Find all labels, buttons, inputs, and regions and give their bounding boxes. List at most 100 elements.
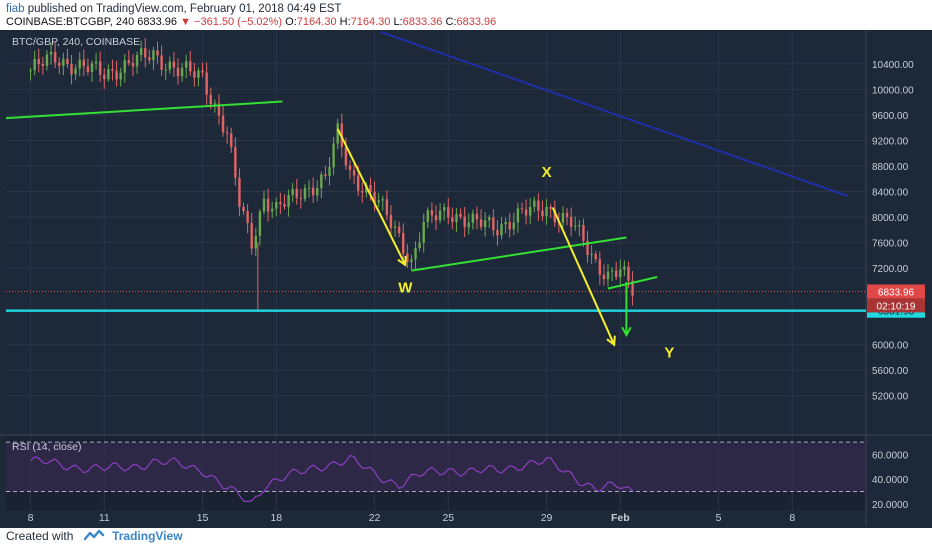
candle-body bbox=[594, 254, 597, 260]
wave-label-y: Y bbox=[664, 344, 674, 361]
candle-body bbox=[508, 222, 511, 230]
candle-body bbox=[442, 207, 446, 211]
candle-body bbox=[29, 70, 32, 72]
candle-body bbox=[475, 213, 479, 220]
candle-body bbox=[393, 226, 397, 228]
candle-body bbox=[430, 210, 434, 216]
candle-body bbox=[348, 165, 352, 171]
green-trendline-2 bbox=[411, 236, 627, 272]
candle-body bbox=[488, 217, 491, 221]
candle-body bbox=[160, 55, 163, 70]
candle-body bbox=[467, 222, 470, 228]
green-trendline-1 bbox=[5, 100, 283, 120]
x-tick-label: 15 bbox=[197, 512, 209, 524]
candle-body bbox=[307, 187, 311, 189]
yellow-arrow-2-head bbox=[606, 335, 616, 347]
y-tick-label: 9200.00 bbox=[872, 136, 909, 147]
x-tick-label: 11 bbox=[99, 512, 110, 524]
green-arrow-head bbox=[621, 326, 632, 338]
candle-body bbox=[610, 270, 614, 272]
candle-body bbox=[479, 219, 483, 228]
candle-body bbox=[168, 61, 172, 70]
candle-body bbox=[561, 212, 565, 223]
price-chart[interactable]: 10400.0010000.009600.009200.008800.00840… bbox=[0, 30, 932, 528]
candle-body bbox=[590, 254, 593, 256]
candle-body bbox=[303, 187, 307, 199]
candle-body bbox=[234, 147, 237, 178]
candle-body bbox=[537, 200, 540, 211]
candle-body bbox=[602, 274, 606, 280]
rsi-label: RSI (14, close) bbox=[12, 441, 81, 453]
blue-trendline bbox=[380, 31, 848, 197]
candle-body bbox=[545, 206, 548, 217]
chart-title: BTC/GBP, 240, COINBASE bbox=[12, 36, 140, 48]
candle-body bbox=[623, 266, 626, 270]
candle-body bbox=[103, 74, 106, 80]
candle-body bbox=[492, 217, 495, 231]
candle-body bbox=[385, 199, 389, 215]
candle-body bbox=[582, 224, 585, 241]
price-badge-label: 6833.96 bbox=[878, 287, 915, 298]
y-tick-label: 8800.00 bbox=[872, 162, 909, 173]
candle-body bbox=[62, 58, 65, 66]
high-value: 7164.30 bbox=[350, 16, 391, 28]
candle-body bbox=[569, 216, 573, 227]
candle-body bbox=[447, 207, 450, 218]
candle-body bbox=[614, 270, 618, 278]
footer: Created with TradingView bbox=[6, 529, 183, 544]
candle-body bbox=[500, 224, 503, 236]
candle-body bbox=[238, 177, 241, 207]
candle-body bbox=[107, 69, 110, 80]
candle-body bbox=[361, 190, 364, 193]
candle-body bbox=[516, 208, 520, 223]
x-tick-label: 8 bbox=[28, 512, 34, 524]
symbol-label: COINBASE:BTCGBP, 240 bbox=[6, 16, 135, 28]
candle-body bbox=[152, 50, 155, 61]
candle-body bbox=[270, 208, 274, 212]
candle-body bbox=[344, 147, 348, 166]
y-tick-label: 6000.00 bbox=[872, 341, 909, 352]
candle-body bbox=[258, 211, 262, 236]
candle-body bbox=[53, 51, 57, 63]
candle-body bbox=[434, 215, 438, 221]
candle-body bbox=[451, 217, 454, 223]
candle-body bbox=[574, 226, 577, 228]
x-tick-label: 18 bbox=[270, 512, 282, 524]
rsi-tick-label: 40.0000 bbox=[872, 475, 909, 486]
candle-body bbox=[201, 70, 204, 73]
candle-body bbox=[356, 175, 360, 191]
candle-body bbox=[504, 222, 507, 225]
x-tick-label: 22 bbox=[369, 512, 381, 524]
candle-body bbox=[414, 248, 417, 260]
candle-body bbox=[483, 220, 487, 228]
candle-body bbox=[389, 214, 393, 228]
candle-body bbox=[328, 167, 331, 176]
price-change: −361.50 (−5.02%) bbox=[194, 16, 283, 28]
candle-body bbox=[41, 63, 45, 66]
candle-body bbox=[565, 212, 569, 217]
candle-body bbox=[520, 208, 524, 210]
candle-body bbox=[193, 71, 196, 78]
author-link[interactable]: fiab bbox=[6, 3, 25, 15]
candle-body bbox=[471, 213, 475, 223]
candle-body bbox=[111, 69, 114, 71]
tradingview-brand-link[interactable]: TradingView bbox=[112, 529, 183, 543]
candle-body bbox=[324, 174, 327, 176]
candle-body bbox=[320, 174, 323, 189]
candle-body bbox=[397, 226, 401, 233]
candle-body bbox=[180, 67, 184, 77]
candle-body bbox=[598, 259, 602, 275]
green-trendline-3 bbox=[607, 276, 658, 290]
ohlc-header: COINBASE:BTCGBP, 240 6833.96 ▼ −361.50 (… bbox=[6, 16, 496, 28]
candle-body bbox=[246, 211, 249, 224]
candle-body bbox=[631, 280, 634, 296]
open-label: O: bbox=[285, 16, 297, 28]
candle-body bbox=[176, 67, 180, 77]
candle-body bbox=[381, 199, 384, 201]
yellow-arrow-1 bbox=[336, 128, 407, 266]
candle-body bbox=[66, 58, 69, 64]
candle-body bbox=[606, 271, 610, 280]
rsi-line bbox=[30, 454, 634, 503]
candle-body bbox=[58, 62, 61, 66]
candle-body bbox=[115, 70, 118, 80]
